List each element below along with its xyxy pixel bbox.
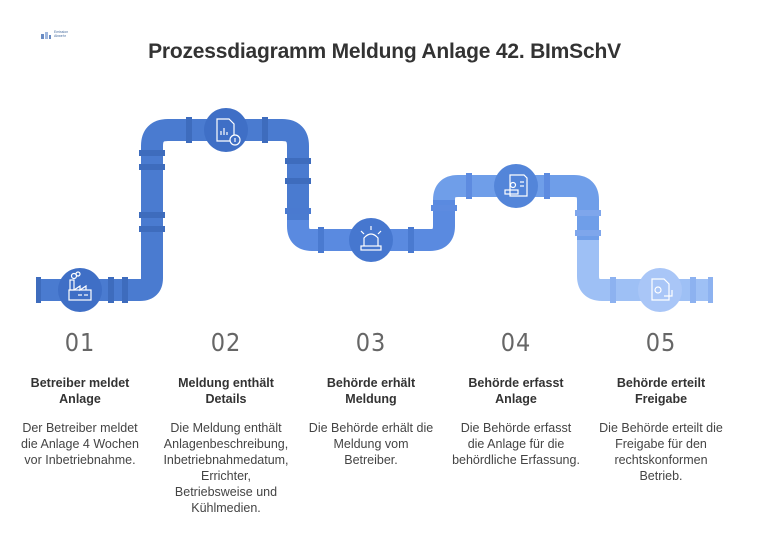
pipe-segment-1 bbox=[40, 119, 309, 301]
logo-text: Emission Abwehr bbox=[54, 30, 69, 38]
step-number: 05 bbox=[645, 328, 677, 357]
step-description: Die Behörde erfasst die Anlage für die b… bbox=[452, 421, 580, 467]
step-title: Behörde erfasst Anlage bbox=[468, 376, 564, 406]
page-title: Prozessdiagramm Meldung Anlage 42. BImSc… bbox=[148, 40, 621, 63]
step-2-circle bbox=[204, 108, 248, 152]
document-info-icon bbox=[216, 118, 241, 146]
logo: Emission Abwehr bbox=[40, 30, 80, 39]
pipe-flanges bbox=[36, 117, 713, 303]
step-title: Behörde erhält Meldung bbox=[326, 376, 416, 406]
step-2: 02 Meldung enthält Details Die Meldung e… bbox=[162, 327, 290, 516]
step-number: 03 bbox=[355, 328, 387, 357]
step-title: Betreiber meldet Anlage bbox=[30, 376, 130, 406]
step-1: 01 Betreiber meldet Anlage Der Betreiber… bbox=[16, 327, 144, 468]
approval-document-icon bbox=[651, 278, 673, 301]
pipe-segment-3 bbox=[433, 175, 599, 240]
step-description: Die Meldung enthält Anlagenbeschreibung,… bbox=[163, 421, 289, 515]
step-description: Der Betreiber meldet die Anlage 4 Wochen… bbox=[21, 421, 139, 467]
step-number: 02 bbox=[210, 328, 242, 357]
step-number: 01 bbox=[64, 328, 96, 357]
step-1-circle bbox=[58, 268, 102, 312]
step-3: 03 Behörde erhält Meldung Die Behörde er… bbox=[307, 327, 435, 468]
step-number: 04 bbox=[500, 328, 532, 357]
step-title: Behörde erteilt Freigabe bbox=[616, 376, 706, 406]
step-description: Die Behörde erteilt die Freigabe für den… bbox=[599, 421, 723, 483]
pipe-segment-4 bbox=[577, 240, 712, 301]
step-5: 05 Behörde erteilt Freigabe Die Behörde … bbox=[597, 327, 725, 484]
alarm-light-icon bbox=[360, 226, 382, 251]
factory-icon bbox=[68, 271, 92, 301]
step-title: Meldung enthält Details bbox=[178, 376, 274, 406]
stamp-document-icon bbox=[504, 174, 528, 197]
step-4: 04 Behörde erfasst Anlage Die Behörde er… bbox=[452, 327, 580, 468]
step-description: Die Behörde erhält die Meldung vom Betre… bbox=[308, 421, 434, 467]
step-4-circle bbox=[494, 164, 538, 208]
step-5-circle bbox=[638, 268, 682, 312]
logo-mark-icon bbox=[41, 32, 51, 39]
step-3-circle bbox=[349, 218, 393, 262]
